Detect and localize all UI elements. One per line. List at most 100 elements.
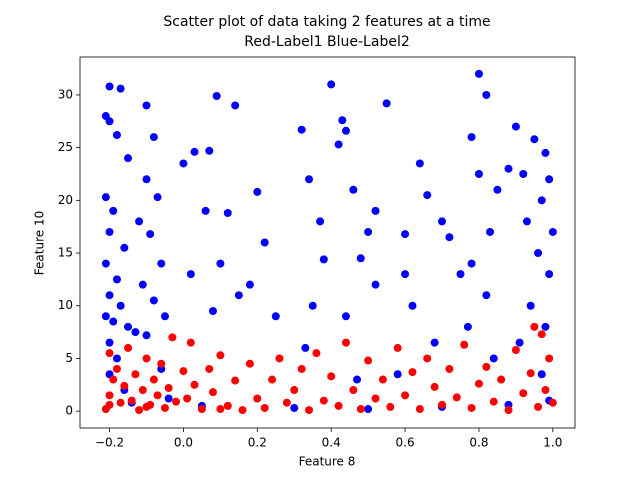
point (308, 301, 317, 310)
point (386, 402, 395, 411)
point (408, 368, 417, 377)
point (382, 99, 391, 108)
point (327, 372, 336, 381)
point (105, 338, 114, 347)
point (153, 193, 162, 202)
y-tick-label: 25 (58, 140, 73, 154)
point (545, 270, 554, 279)
point (149, 296, 158, 305)
point (489, 397, 498, 406)
point (545, 354, 554, 363)
point (319, 396, 328, 405)
point (205, 364, 214, 373)
point (142, 354, 151, 363)
point (120, 243, 129, 252)
point (312, 349, 321, 358)
point (364, 227, 373, 236)
point (474, 379, 483, 388)
point (116, 84, 125, 93)
point (430, 382, 439, 391)
point (164, 394, 173, 403)
point (445, 364, 454, 373)
point (305, 406, 314, 415)
point (341, 126, 350, 135)
point (356, 254, 365, 263)
point (245, 359, 254, 368)
x-tick-label: −0.2 (95, 436, 124, 450)
point (456, 270, 465, 279)
point (423, 191, 432, 200)
point (275, 354, 284, 363)
point (423, 354, 432, 363)
point (534, 402, 543, 411)
point (545, 175, 554, 184)
x-tick-label: 0.0 (174, 436, 193, 450)
point (160, 403, 169, 412)
point (548, 227, 557, 236)
x-axis-label: Feature 8 (299, 455, 356, 469)
point (338, 116, 347, 125)
point (474, 69, 483, 78)
point (208, 388, 217, 397)
point (223, 401, 232, 410)
point (190, 380, 199, 389)
point (186, 338, 195, 347)
point (452, 393, 461, 402)
point (112, 354, 121, 363)
point (105, 227, 114, 236)
point (112, 275, 121, 284)
point (101, 259, 110, 268)
point (216, 351, 225, 360)
point (482, 90, 491, 99)
y-tick-label: 10 (58, 298, 73, 312)
point (208, 307, 217, 316)
point (149, 375, 158, 384)
point (157, 359, 166, 368)
point (297, 364, 306, 373)
point (401, 391, 410, 400)
point (438, 400, 447, 409)
point (493, 185, 502, 194)
point (415, 159, 424, 168)
point (537, 370, 546, 379)
point (489, 354, 498, 363)
point (105, 400, 114, 409)
x-tick-label: 1.0 (543, 436, 562, 450)
point (260, 238, 269, 247)
point (112, 364, 121, 373)
point (146, 230, 155, 239)
point (349, 185, 358, 194)
point (142, 101, 151, 110)
point (157, 259, 166, 268)
point (135, 217, 144, 226)
point (234, 291, 243, 300)
point (515, 338, 524, 347)
point (334, 140, 343, 149)
point (497, 375, 506, 384)
point (467, 133, 476, 142)
point (534, 249, 543, 258)
point (124, 322, 133, 331)
point (467, 403, 476, 412)
point (401, 270, 410, 279)
point (101, 193, 110, 202)
point (504, 164, 513, 173)
point (460, 340, 469, 349)
point (268, 375, 277, 384)
point (245, 280, 254, 289)
point (142, 402, 151, 411)
point (401, 230, 410, 239)
plot-frame (79, 56, 576, 429)
point (316, 217, 325, 226)
point (149, 133, 158, 142)
point (179, 367, 188, 376)
point (197, 405, 206, 414)
point (305, 175, 314, 184)
point (482, 291, 491, 300)
point (131, 370, 140, 379)
point (467, 259, 476, 268)
point (415, 405, 424, 414)
point (223, 208, 232, 217)
point (131, 328, 140, 337)
point (482, 362, 491, 371)
